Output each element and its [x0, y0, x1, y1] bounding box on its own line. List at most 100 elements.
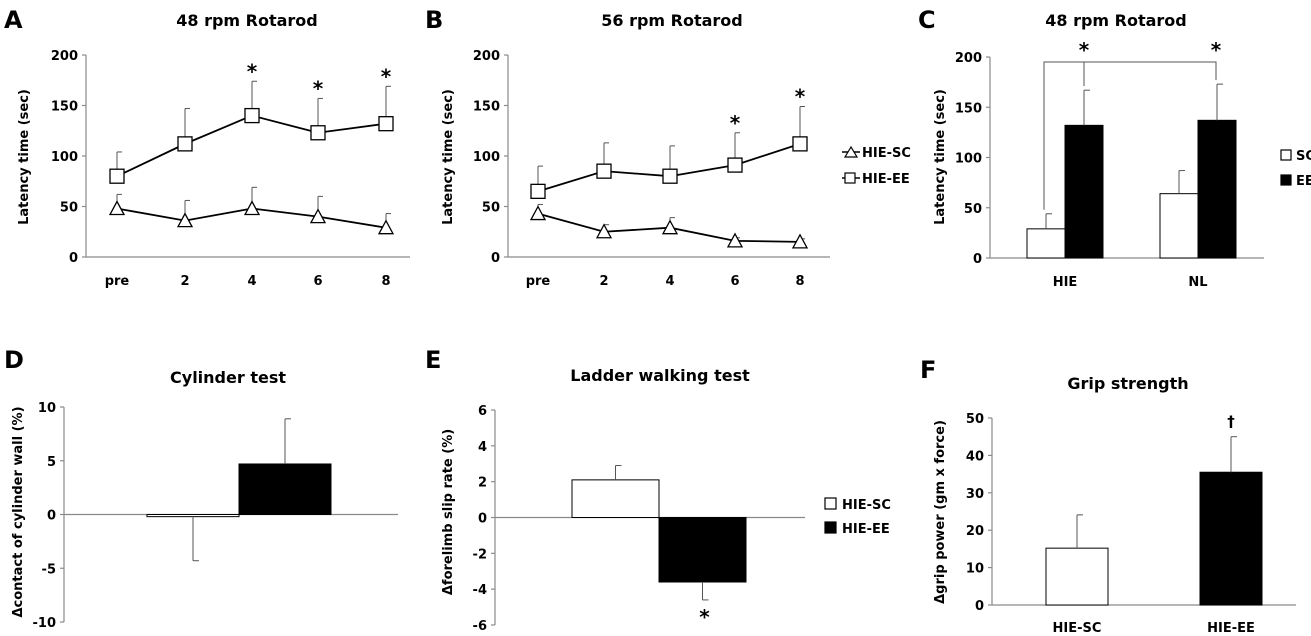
- data-point-triangle: [108, 200, 126, 216]
- panel-f-ylabel: Δgrip power (gm x force): [933, 420, 948, 604]
- y-tick-label: -6: [473, 619, 487, 634]
- x-tick-label: pre: [526, 274, 551, 289]
- legend-item-hie-ee: HIE-EE: [824, 521, 890, 537]
- x-tick-label: 2: [180, 274, 189, 289]
- significance-mark: *: [247, 59, 258, 83]
- data-point-square: [596, 163, 612, 179]
- y-tick-label: 4: [478, 440, 487, 455]
- legend-item-ee: EE: [1280, 174, 1311, 189]
- panel-c-title: 48 rpm Rotarod: [1045, 11, 1187, 30]
- x-tick-label: HIE: [1053, 275, 1078, 290]
- y-tick-label: 20: [966, 524, 984, 539]
- panel-d-plot: -10 -5 0 5 10: [33, 401, 398, 631]
- x-tick-label: 6: [730, 274, 739, 289]
- panel-a-title: 48 rpm Rotarod: [176, 11, 318, 30]
- panel-letter-a: A: [4, 6, 23, 34]
- x-tick-label: 6: [313, 274, 322, 289]
- y-tick-label: 100: [51, 150, 78, 165]
- bar: [1197, 119, 1237, 259]
- y-tick-label: -10: [33, 616, 57, 631]
- y-tick-label: 10: [38, 401, 56, 416]
- x-tick-label: pre: [105, 274, 130, 289]
- x-tick-label: 8: [795, 274, 804, 289]
- data-point-triangle: [726, 232, 744, 248]
- data-point-square: [244, 107, 260, 124]
- panel-d-ylabel: Δcontact of cylinder wall (%): [11, 406, 26, 617]
- bar: [1026, 228, 1066, 259]
- significance-mark: *: [381, 64, 392, 88]
- square-marker-icon: [844, 172, 856, 184]
- panel-b-ylabel: Latency time (sec): [441, 89, 456, 225]
- panel-e: E Ladder walking test Δforelimb slip rat…: [425, 346, 891, 634]
- panel-letter-d: D: [4, 346, 24, 374]
- y-tick-label: 150: [473, 100, 500, 115]
- panel-f-title: Grip strength: [1067, 374, 1188, 393]
- data-point-triangle: [377, 219, 395, 235]
- y-tick-label: -2: [473, 547, 487, 562]
- legend-swatch-sc: [1280, 149, 1292, 161]
- bar: [1159, 193, 1199, 259]
- series-line-hie-ee: [116, 114, 387, 178]
- x-tick-label: 4: [665, 274, 674, 289]
- bar: [658, 517, 747, 583]
- legend-item-hie-ee: HIE-EE: [842, 172, 910, 187]
- x-tick-label: 8: [381, 274, 390, 289]
- data-point-square: [662, 168, 678, 184]
- y-tick-label: 50: [966, 412, 984, 427]
- y-tick-label: 40: [966, 449, 984, 464]
- legend-label-hie-ee: HIE-EE: [862, 172, 910, 187]
- panel-d: D Cylinder test Δcontact of cylinder wal…: [4, 346, 398, 631]
- y-tick-label: 5: [47, 455, 56, 470]
- data-point-square: [530, 183, 546, 200]
- data-point-square: [177, 136, 193, 152]
- legend-item-hie-sc: HIE-SC: [842, 145, 911, 161]
- data-point-triangle: [791, 233, 809, 249]
- data-point-triangle: [309, 208, 327, 224]
- legend-label-hie-sc: HIE-SC: [862, 146, 911, 161]
- y-tick-label: 6: [478, 404, 487, 419]
- panel-f: F Grip strength Δgrip power (gm x force)…: [920, 356, 1296, 636]
- y-tick-label: -5: [42, 562, 56, 577]
- data-point-triangle: [595, 223, 613, 239]
- y-tick-label: 100: [955, 152, 982, 167]
- significance-mark: †: [1227, 413, 1235, 431]
- y-tick-label: 50: [482, 201, 500, 216]
- y-tick-label: 30: [966, 487, 984, 502]
- panel-c: C 48 rpm Rotarod Latency time (sec) 0 50 1…: [918, 6, 1311, 290]
- legend-swatch-ee: [1280, 174, 1292, 186]
- x-tick-label: HIE-EE: [1207, 621, 1255, 636]
- y-tick-label: 200: [473, 49, 500, 64]
- bar: [571, 479, 660, 518]
- x-tick-label: NL: [1188, 275, 1207, 290]
- x-tick-label: 2: [599, 274, 608, 289]
- y-tick-label: 150: [51, 100, 78, 115]
- y-tick-label: 0: [973, 252, 982, 267]
- bar: [1045, 547, 1109, 606]
- panel-c-ylabel: Latency time (sec): [933, 89, 948, 225]
- panel-e-title: Ladder walking test: [570, 366, 750, 385]
- panel-c-legend: SC EE: [1280, 149, 1311, 189]
- panel-e-ylabel: Δforelimb slip rate (%): [441, 429, 456, 595]
- legend-swatch-hie-sc: [824, 497, 837, 510]
- bar: [1064, 124, 1104, 259]
- y-tick-label: 0: [47, 509, 56, 524]
- panel-b: B 56 rpm Rotarod Latency time (sec) 0 50 1…: [425, 6, 911, 289]
- y-tick-label: 200: [51, 49, 78, 64]
- bar: [238, 463, 332, 516]
- panel-b-legend: HIE-SC HIE-EE: [842, 145, 911, 187]
- panel-b-plot: 0 50 100 150 200 pre 2 4 6 8 * *: [473, 49, 830, 289]
- panel-c-plot: 0 50 100 150 200 HIE NL * *: [955, 38, 1264, 290]
- panel-b-title: 56 rpm Rotarod: [601, 11, 743, 30]
- legend-label-hie-sc: HIE-SC: [842, 498, 891, 513]
- y-tick-label: 2: [478, 476, 487, 491]
- panel-letter-b: B: [425, 6, 443, 34]
- significance-mark: *: [313, 76, 324, 100]
- y-tick-label: 150: [955, 101, 982, 116]
- y-tick-label: 10: [966, 562, 984, 577]
- significance-mark: *: [699, 605, 710, 629]
- y-tick-label: 50: [60, 201, 78, 216]
- data-point-square: [792, 136, 808, 152]
- panel-a-ylabel: Latency time (sec): [17, 89, 32, 225]
- y-tick-label: 0: [491, 251, 500, 266]
